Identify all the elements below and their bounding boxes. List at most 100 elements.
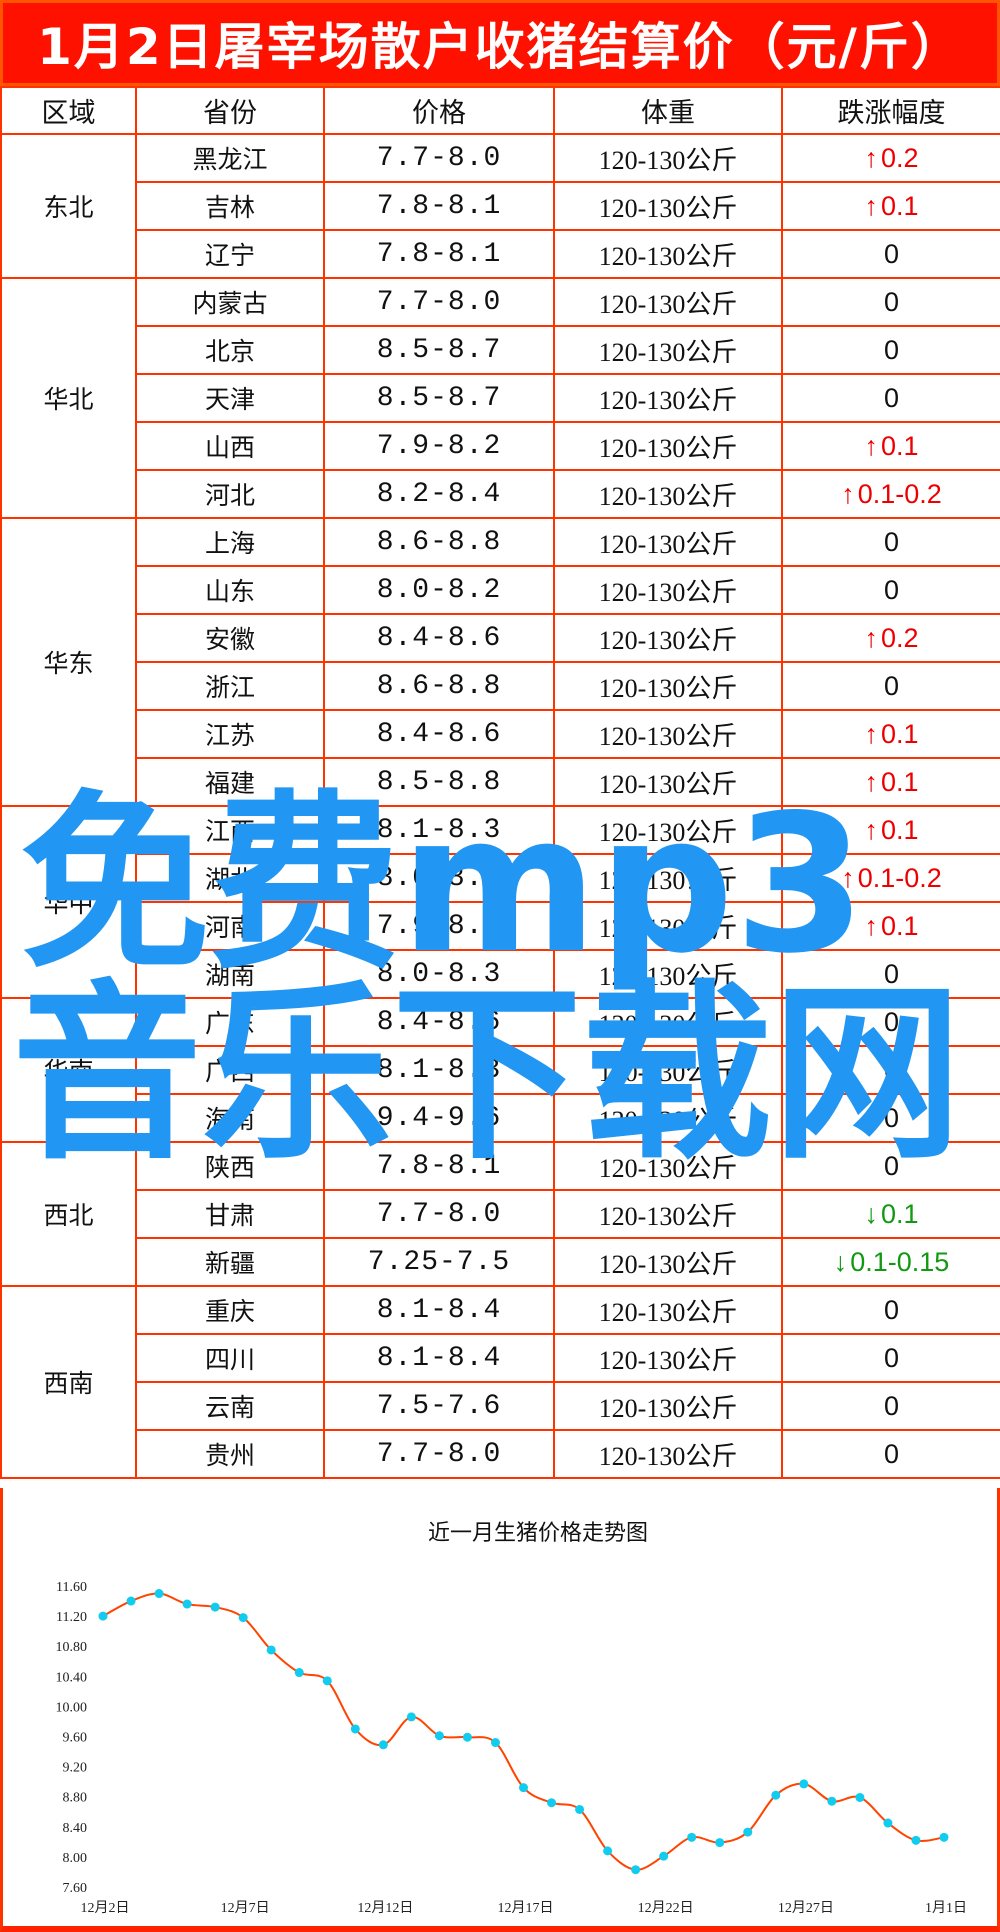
table-row: 华北 内蒙古 7.7-8.0 120-130公斤 0 xyxy=(0,277,1000,519)
table-row: 天津 8.5-8.7 120-130公斤 0 xyxy=(1,373,1000,423)
change-value: 0.1 xyxy=(880,718,919,749)
price-cell: 8.4-8.6 xyxy=(323,709,555,759)
change-value: 0.1-0.2 xyxy=(857,478,942,509)
change-value: 0 xyxy=(883,1150,900,1181)
table-row: 山西 7.9-8.2 120-130公斤 ↑ 0.1 xyxy=(1,421,1000,471)
price-cell: 8.0-8.3 xyxy=(323,949,555,999)
table-row: 东北 黑龙江 7.7-8.0 120-130公斤 ↑ 0.2 xyxy=(0,133,1000,279)
change-value: 0.2 xyxy=(880,142,919,173)
data-point xyxy=(743,1827,753,1837)
y-tick-label: 7.60 xyxy=(63,1881,88,1896)
table-row: 河南 7.9-8.2 120-130公斤 ↑ 0.1 xyxy=(1,901,1000,951)
change-cell: 0 xyxy=(781,1141,1000,1191)
y-tick-label: 10.80 xyxy=(56,1640,88,1655)
price-cell: 7.7-8.0 xyxy=(323,1429,555,1479)
weight-cell: 120-130公斤 xyxy=(553,1381,783,1431)
change-cell: 0 xyxy=(781,1381,1000,1431)
region-cell: 华东 xyxy=(0,517,137,807)
change-value: 0.1 xyxy=(880,430,919,461)
arrow-up-icon: ↑ xyxy=(864,430,878,461)
weight-cell: 120-130公斤 xyxy=(553,421,783,471)
change-value: 0 xyxy=(883,526,900,557)
weight-cell: 120-130公斤 xyxy=(553,997,783,1047)
weight-cell: 120-130公斤 xyxy=(553,1189,783,1239)
change-cell: ↑ 0.1 xyxy=(781,757,1000,807)
table-row: 华南 广东 8.4-8.6 120-130公斤 0 xyxy=(0,997,1000,1143)
change-value: 0 xyxy=(883,1438,900,1469)
arrow-up-icon: ↑ xyxy=(864,190,878,221)
province-cell: 海南 xyxy=(135,1093,325,1143)
change-value: 0.1-0.2 xyxy=(857,862,942,893)
price-cell: 7.7-8.0 xyxy=(323,133,555,183)
weight-cell: 120-130公斤 xyxy=(553,229,783,279)
data-point xyxy=(519,1783,528,1793)
arrow-up-icon: ↑ xyxy=(864,814,878,845)
province-cell: 重庆 xyxy=(135,1285,325,1335)
x-tick-label: 12月22日 xyxy=(638,1900,694,1916)
weight-cell: 120-130公斤 xyxy=(553,709,783,759)
table-row: 华中 江西 8.1-8.3 120-130公斤 ↑ 0.1 xyxy=(0,805,1000,999)
price-cell: 8.4-8.6 xyxy=(323,613,555,663)
weight-cell: 120-130公斤 xyxy=(553,181,783,231)
header-weight: 体重 xyxy=(553,86,783,135)
province-cell: 浙江 xyxy=(135,661,325,711)
change-value: 0 xyxy=(883,670,900,701)
table-row: 山东 8.0-8.2 120-130公斤 0 xyxy=(1,565,1000,615)
weight-cell: 120-130公斤 xyxy=(553,1333,783,1383)
change-cell: 0 xyxy=(781,1333,1000,1383)
table-row: 湖南 8.0-8.3 120-130公斤 0 xyxy=(1,949,1000,999)
price-cell: 7.25-7.5 xyxy=(323,1237,555,1287)
weight-cell: 120-130公斤 xyxy=(553,325,783,375)
table-row: 海南 9.4-9.6 120-130公斤 0 xyxy=(1,1093,1000,1143)
price-cell: 7.9-8.2 xyxy=(323,421,555,471)
price-cell: 8.0-8.2 xyxy=(323,565,555,615)
weight-cell: 120-130公斤 xyxy=(553,853,783,903)
data-point xyxy=(238,1613,248,1623)
y-tick-label: 9.60 xyxy=(63,1731,88,1746)
table-row: 江苏 8.4-8.6 120-130公斤 ↑ 0.1 xyxy=(1,709,1000,759)
province-cell: 吉林 xyxy=(135,181,325,231)
province-cell: 安徽 xyxy=(135,613,325,663)
weight-cell: 120-130公斤 xyxy=(553,1141,783,1191)
data-point xyxy=(154,1589,164,1599)
change-value: 0 xyxy=(883,1342,900,1373)
change-cell: 0 xyxy=(781,325,1000,375)
change-cell: 0 xyxy=(781,661,1000,711)
weight-cell: 120-130公斤 xyxy=(553,757,783,807)
data-point xyxy=(294,1668,304,1678)
change-value: 0 xyxy=(883,382,900,413)
province-cell: 甘肃 xyxy=(135,1189,325,1239)
data-point xyxy=(855,1792,865,1802)
data-point xyxy=(827,1796,837,1806)
data-point xyxy=(378,1740,388,1750)
region-cell: 东北 xyxy=(0,133,137,279)
price-cell: 7.8-8.1 xyxy=(323,181,555,231)
change-cell: 0 xyxy=(781,1429,1000,1479)
province-cell: 四川 xyxy=(135,1333,325,1383)
province-cell: 河北 xyxy=(135,469,325,519)
region-cell: 华北 xyxy=(0,277,137,519)
change-cell: ↑ 0.1 xyxy=(781,181,1000,231)
weight-cell: 120-130公斤 xyxy=(553,1045,783,1095)
x-tick-label: 12月17日 xyxy=(498,1900,554,1916)
price-cell: 8.5-8.8 xyxy=(323,757,555,807)
arrow-up-icon: ↑ xyxy=(864,622,878,653)
y-tick-label: 9.20 xyxy=(63,1761,88,1776)
weight-cell: 120-130公斤 xyxy=(553,1093,783,1143)
weight-cell: 120-130公斤 xyxy=(553,565,783,615)
table-row: 云南 7.5-7.6 120-130公斤 0 xyxy=(1,1381,1000,1431)
change-cell: ↑ 0.2 xyxy=(781,613,1000,663)
change-cell: 0 xyxy=(781,517,1000,567)
table-row: 安徽 8.4-8.6 120-130公斤 ↑ 0.2 xyxy=(1,613,1000,663)
change-cell: ↓ 0.1-0.15 xyxy=(781,1237,1000,1287)
weight-cell: 120-130公斤 xyxy=(553,469,783,519)
y-tick-label: 8.80 xyxy=(63,1791,88,1806)
change-value: 0 xyxy=(883,1390,900,1421)
price-cell: 8.2-8.4 xyxy=(323,469,555,519)
table-row: 广西 8.1-8.3 120-130公斤 0 xyxy=(1,1045,1000,1095)
change-cell: ↑ 0.1-0.2 xyxy=(781,853,1000,903)
weight-cell: 120-130公斤 xyxy=(553,133,783,183)
data-point xyxy=(434,1731,444,1741)
province-cell: 河南 xyxy=(135,901,325,951)
change-cell: 0 xyxy=(781,373,1000,423)
